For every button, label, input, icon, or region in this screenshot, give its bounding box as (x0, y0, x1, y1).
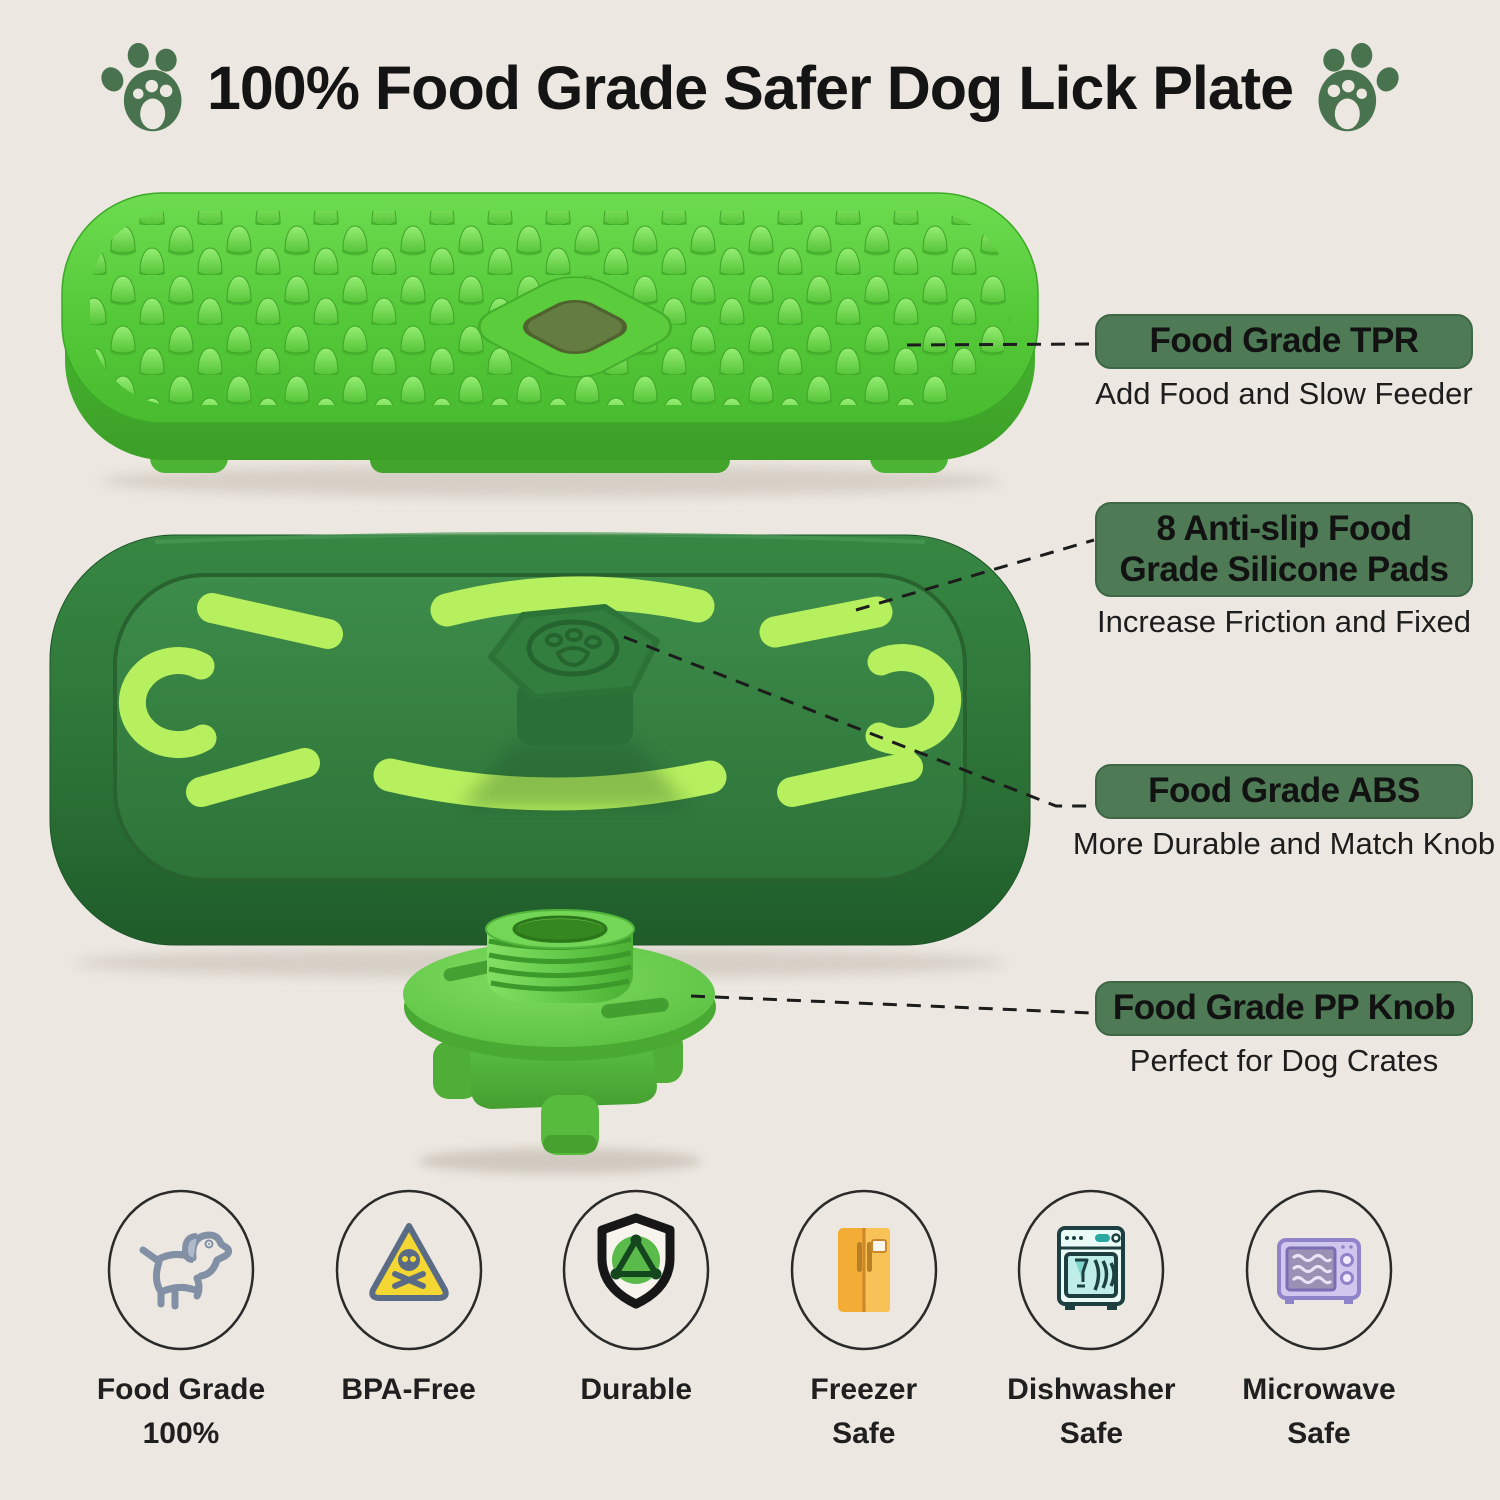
lick-mat-illustration (61, 192, 1039, 497)
callout-badge: Food Grade ABS (1095, 764, 1473, 819)
callout-subtitle: More Durable and Match Knob (1072, 825, 1496, 861)
feature-label: Microwave Safe (1242, 1373, 1396, 1450)
callout-badge: 8 Anti-slip Food Grade Silicone Pads (1095, 502, 1473, 598)
callout-subtitle: Add Food and Slow Feeder (1095, 375, 1473, 411)
feature-badges-row: Food Grade 100% BPA-Free (0, 1188, 1500, 1455)
feature-label: Food Grade 100% (96, 1373, 266, 1450)
durable-shield-icon (562, 1189, 710, 1351)
dishwasher-icon (1018, 1189, 1165, 1351)
callout-food-grade-tpr: Food Grade TPR Add Food and Slow Feeder (1095, 314, 1473, 412)
dog-icon (107, 1189, 255, 1351)
pp-knob-illustration (403, 909, 716, 1174)
callout-subtitle: Increase Friction and Fixed (1097, 604, 1471, 640)
callout-food-grade-abs: Food Grade ABS More Durable and Match Kn… (1073, 764, 1495, 862)
feature-food-grade: Food Grade 100% (72, 1188, 290, 1455)
feature-label: Freezer Safe (810, 1373, 918, 1450)
feature-label: BPA-Free (341, 1373, 476, 1406)
feature-durable: Durable (527, 1188, 745, 1455)
paw-icon (1318, 42, 1399, 132)
feature-bpa-free: BPA-Free (300, 1188, 518, 1455)
callout-subtitle: Perfect for Dog Crates (1129, 1042, 1439, 1078)
feature-label: Durable (580, 1373, 693, 1406)
callout-pp-knob: Food Grade PP Knob Perfect for Dog Crate… (1095, 981, 1473, 1079)
bpa-free-icon (335, 1189, 482, 1351)
microwave-icon (1245, 1189, 1393, 1351)
feature-label: Dishwasher Safe (1007, 1373, 1176, 1450)
freezer-icon (790, 1189, 938, 1351)
paw-icon (101, 42, 182, 132)
callout-badge: Food Grade TPR (1095, 314, 1473, 369)
feature-microwave-safe: Microwave Safe (1210, 1188, 1428, 1455)
callout-anti-slip-pads: 8 Anti-slip Food Grade Silicone Pads Inc… (1095, 502, 1473, 640)
hub-paw-emboss (526, 619, 620, 677)
feature-freezer-safe: Freezer Safe (755, 1188, 973, 1455)
page-title: 100% Food Grade Safer Dog Lick Plate (206, 54, 1294, 122)
feature-dishwasher-safe: Dishwasher Safe (982, 1188, 1200, 1455)
knob-opening (485, 909, 635, 949)
callout-badge: Food Grade PP Knob (1095, 981, 1473, 1036)
header: 100% Food Grade Safer Dog Lick Plate (0, 28, 1500, 148)
mat-center-ring (477, 276, 673, 378)
